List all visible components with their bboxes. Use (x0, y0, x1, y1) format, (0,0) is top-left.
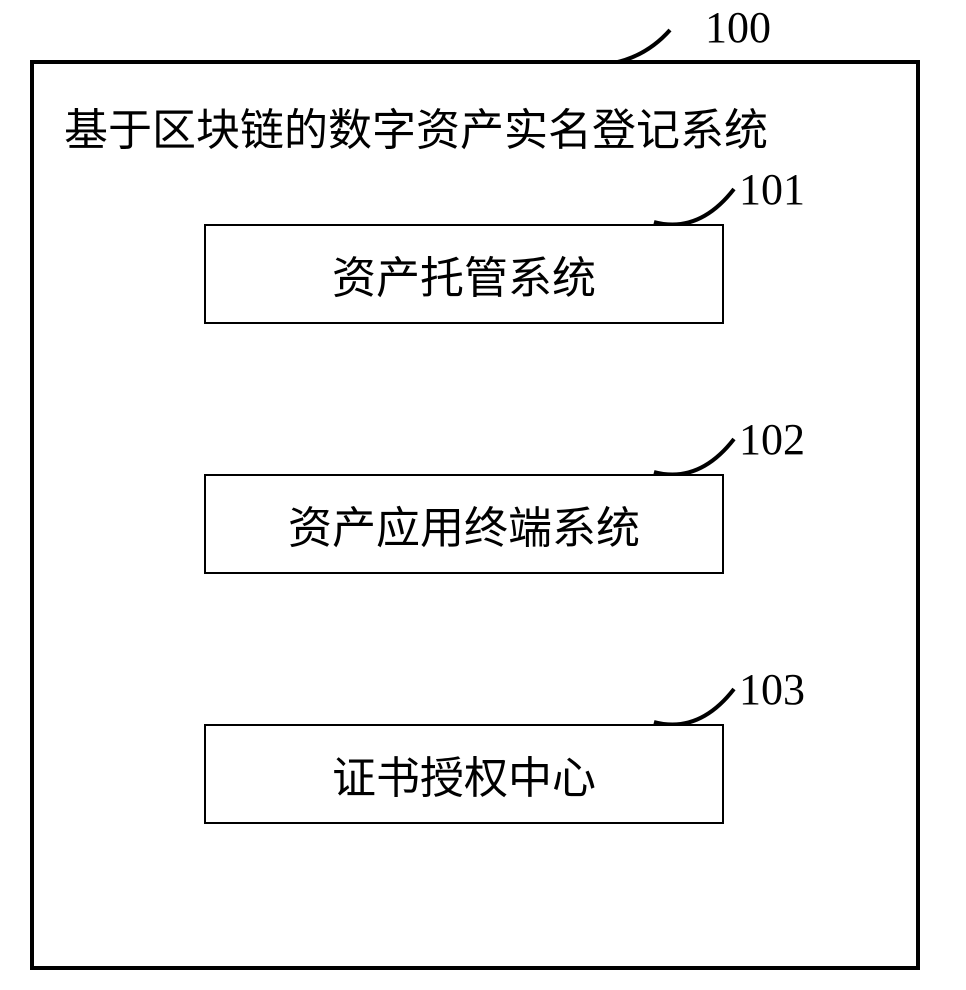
diagram-title: 基于区块链的数字资产实名登记系统 (64, 94, 768, 158)
asset-application-terminal-system-box: 资产应用终端系统 (204, 474, 724, 574)
ref-number-100: 100 (705, 2, 771, 53)
box-label-103: 证书授权中心 (332, 742, 596, 806)
box-label-101: 资产托管系统 (332, 242, 596, 306)
box-label-102: 资产应用终端系统 (288, 492, 640, 556)
asset-custody-system-box: 资产托管系统 (204, 224, 724, 324)
certificate-authority-center-box: 证书授权中心 (204, 724, 724, 824)
main-container-box: 基于区块链的数字资产实名登记系统 101 资产托管系统 102 资产应用终端系统… (30, 60, 920, 970)
